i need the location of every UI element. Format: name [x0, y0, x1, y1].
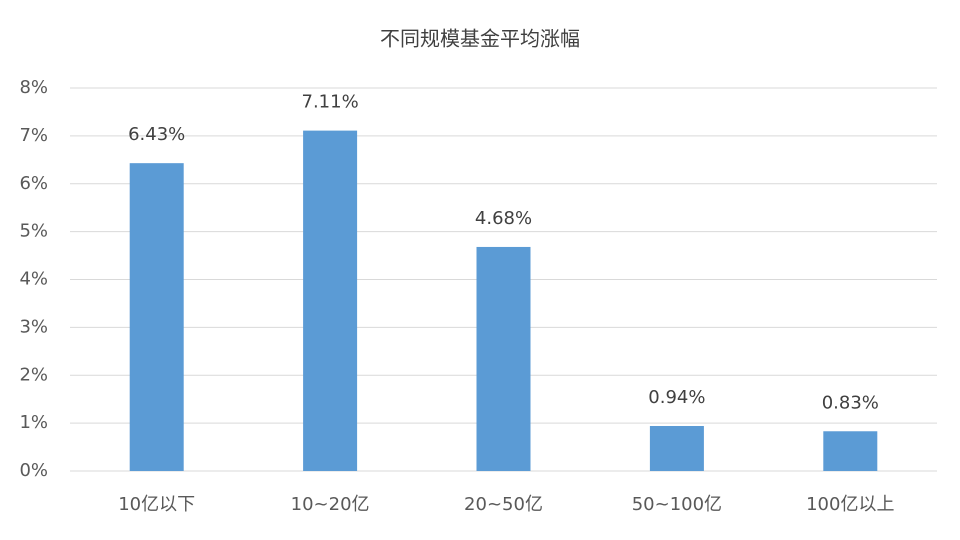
x-tick-label: 50~100亿	[632, 494, 722, 515]
value-label: 4.68%	[475, 208, 532, 229]
bar	[649, 425, 704, 471]
bar	[476, 246, 531, 471]
bar	[129, 163, 184, 471]
y-tick-label: 4%	[19, 269, 48, 290]
value-label: 7.11%	[302, 92, 359, 113]
value-label: 0.94%	[648, 387, 705, 408]
y-tick-label: 8%	[19, 77, 48, 98]
y-tick-label: 7%	[19, 125, 48, 146]
y-tick-label: 3%	[19, 316, 48, 337]
bar	[823, 431, 878, 471]
y-tick-label: 2%	[19, 364, 48, 385]
x-tick-label: 100亿以上	[806, 494, 894, 515]
y-tick-label: 0%	[19, 460, 48, 481]
x-tick-label: 10~20亿	[291, 494, 370, 515]
y-tick-label: 5%	[19, 221, 48, 242]
bar	[303, 130, 358, 471]
y-tick-label: 6%	[19, 173, 48, 194]
chart-title: 不同规模基金平均涨幅	[380, 27, 580, 51]
value-label: 6.43%	[128, 124, 185, 145]
x-tick-label: 10亿以下	[118, 494, 195, 515]
y-tick-label: 1%	[19, 412, 48, 433]
x-tick-label: 20~50亿	[464, 494, 543, 515]
value-label: 0.83%	[822, 392, 879, 413]
